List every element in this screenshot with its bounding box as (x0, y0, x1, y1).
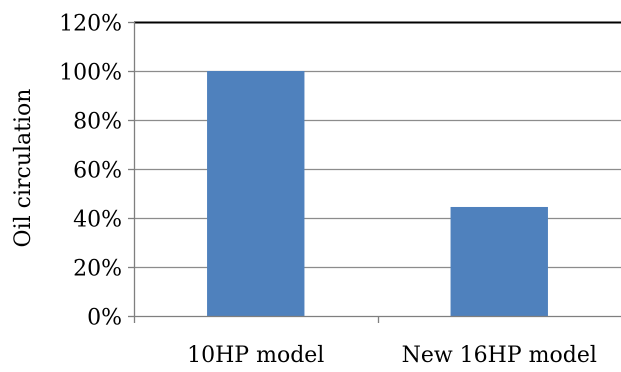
y-axis-label: Oil circulation (11, 89, 36, 248)
y-tick-label: 60% (73, 159, 122, 184)
y-tick-label: 20% (73, 257, 122, 282)
axes (128, 21, 621, 323)
x-tick-labels: 10HP model New 16HP model (187, 343, 597, 368)
bars (207, 71, 548, 316)
y-tick-label: 100% (59, 61, 122, 86)
y-tick-label: 120% (59, 12, 122, 37)
y-tick-label: 0% (87, 306, 122, 331)
bar-new-16hp-model (450, 206, 548, 316)
x-tick-label: New 16HP model (402, 343, 597, 367)
y-tick-label: 40% (73, 208, 122, 233)
y-tick-label: 80% (73, 110, 122, 135)
y-tick-labels: 0% 20% 40% 60% 80% 100% 120% (59, 12, 122, 331)
x-tick-label: 10HP model (187, 343, 324, 367)
bar-10hp-model (207, 71, 305, 316)
